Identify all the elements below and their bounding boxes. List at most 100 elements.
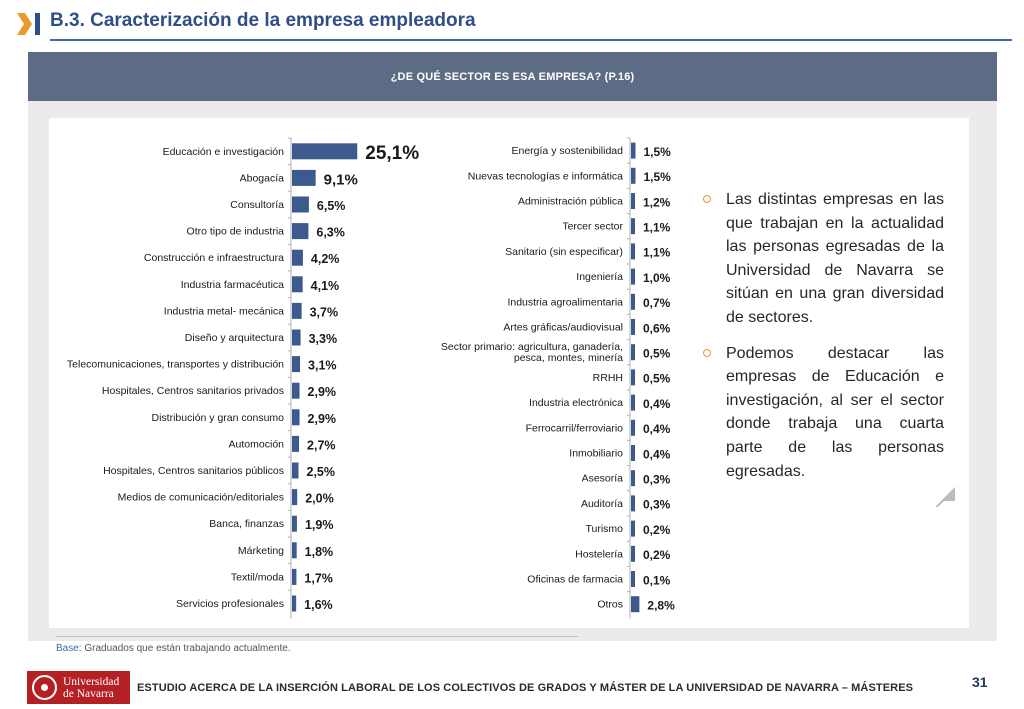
right-bar-10 [631,394,635,411]
right-category-label-8: Sector primario: agricultura, ganadería,… [441,341,623,364]
right-bar-7 [631,319,635,335]
left-bar-13 [292,489,298,506]
left-category-label-7: Diseño y arquitectura [185,332,284,344]
right-bar-14 [631,495,635,512]
footer-study-title: ESTUDIO ACERCA DE LA INSERCIÓN LABORAL D… [137,682,914,694]
left-bar-0 [292,143,358,160]
logo-name: Universidad de Navarra [63,676,119,700]
left-bar-16 [292,568,297,585]
question-banner: ¿DE QUÉ SECTOR ES ESA EMPRESA? (P.16) [28,52,997,101]
logo-line-1: Universidad [63,676,120,688]
right-bar-4 [631,243,635,260]
left-category-label-5: Industria farmacéutica [181,279,284,291]
right-value-label-15: 0,2% [643,523,671,537]
right-bar-9 [631,369,635,386]
left-bar-6 [292,302,302,319]
left-value-label-12: 2,5% [307,465,336,479]
note-1: Las distintas empresas en las que trabaj… [700,188,944,330]
left-category-label-11: Automoción [229,438,285,450]
left-category-label-17: Servicios profesionales [176,598,284,610]
bullet-circle-icon [703,195,711,203]
left-value-label-9: 2,9% [308,385,337,399]
right-bar-chart: Energía y sostenibilidad 1,5% Nuevas tecno… [441,137,675,619]
left-category-label-10: Distribución y gran consumo [152,412,285,424]
right-category-label-15: Turismo [585,523,623,535]
right-value-label-13: 0,3% [643,473,671,487]
bullet-circle-icon [703,348,711,357]
right-value-label-2: 1,2% [643,195,671,209]
logo-line-2: de Navarra [63,688,114,700]
left-bar-5 [292,276,303,293]
right-category-label-9: RRHH [593,372,623,384]
note-2-text: Podemos destacar las empresas de Educaci… [726,344,944,480]
left-value-label-10: 2,9% [308,412,337,426]
right-value-label-4: 1,1% [643,246,671,260]
right-bar-2 [631,193,635,209]
left-category-label-2: Consultoría [230,199,284,211]
right-value-label-14: 0,3% [643,498,671,512]
right-value-label-16: 0,2% [643,548,671,562]
right-bar-13 [631,470,635,487]
right-category-label-14: Auditoría [581,498,623,510]
right-value-label-12: 0,4% [643,447,671,461]
right-category-label-5: Ingeniería [576,271,623,283]
left-bar-17 [292,595,297,612]
left-value-label-5: 4,1% [311,279,340,293]
right-bar-5 [631,268,635,285]
right-value-label-18: 2,8% [647,599,675,613]
chart-card [49,118,969,628]
left-category-label-14: Banca, finanzas [209,518,284,530]
left-bar-15 [292,542,297,559]
right-value-label-7: 0,6% [643,321,671,335]
page-number: 31 [972,674,988,690]
right-category-label-10: Industria electrónica [529,397,623,409]
right-value-label-3: 1,1% [643,221,671,235]
left-bar-chart: Educación e investigación 25,1% Abogacía 9,… [67,137,419,619]
title-underline [50,39,1012,41]
base-divider [56,636,578,637]
left-bar-1 [292,169,316,186]
right-category-label-18: Otros [597,599,623,611]
header-chevron-icon [17,13,40,35]
left-bar-11 [292,435,300,452]
right-bar-8 [631,344,635,361]
base-note: Base: Graduados que están trabajando act… [56,643,291,654]
left-value-label-1: 9,1% [324,171,358,188]
page-title: B.3. Caracterización de la empresa emple… [50,10,476,31]
left-value-label-3: 6,3% [316,226,345,240]
left-category-label-0: Educación e investigación [163,146,285,158]
left-value-label-8: 3,1% [308,359,337,373]
right-category-label-11: Ferrocarril/ferroviario [526,422,624,434]
left-value-label-2: 6,5% [317,199,346,213]
right-bar-6 [631,293,635,310]
right-bar-12 [631,445,635,461]
right-category-label-6: Industria agroalimentaria [507,296,623,308]
left-value-label-7: 3,3% [309,332,338,346]
left-value-label-0: 25,1% [365,143,419,164]
left-category-label-13: Medios de comunicación/editoriales [118,492,284,504]
base-label: Base: [56,643,82,654]
right-category-label-12: Inmobiliario [569,448,623,460]
left-category-label-9: Hospitales, Centros sanitarios privados [102,385,284,397]
right-bar-16 [631,545,635,562]
note-2: Podemos destacar las empresas de Educaci… [700,342,944,484]
base-text: Graduados que están trabajando actualmen… [81,643,291,654]
right-value-label-11: 0,4% [643,422,671,436]
right-value-label-6: 0,7% [643,296,671,310]
right-category-label-1: Nuevas tecnologías e informática [468,170,623,182]
left-bar-8 [292,356,301,373]
left-category-label-6: Industria metal- mecánica [164,305,284,317]
left-category-label-1: Abogacía [240,172,285,184]
right-value-label-17: 0,1% [643,573,671,587]
right-value-label-8: 0,5% [643,347,671,361]
right-bar-11 [631,419,635,436]
right-value-label-9: 0,5% [643,372,671,386]
right-category-label-16: Hostelería [575,548,623,560]
right-bar-18 [631,596,640,613]
question-text: ¿DE QUÉ SECTOR ES ESA EMPRESA? (P.16) [390,70,635,83]
right-category-label-4: Sanitario (sin especificar) [505,246,623,258]
right-bar-0 [631,142,636,159]
right-bar-3 [631,218,635,235]
seal-icon [32,675,57,700]
